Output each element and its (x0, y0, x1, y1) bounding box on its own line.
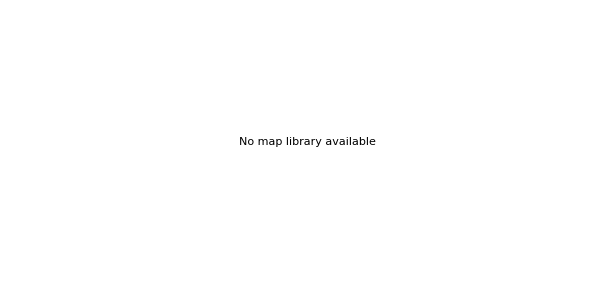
Text: No map library available: No map library available (239, 137, 376, 147)
